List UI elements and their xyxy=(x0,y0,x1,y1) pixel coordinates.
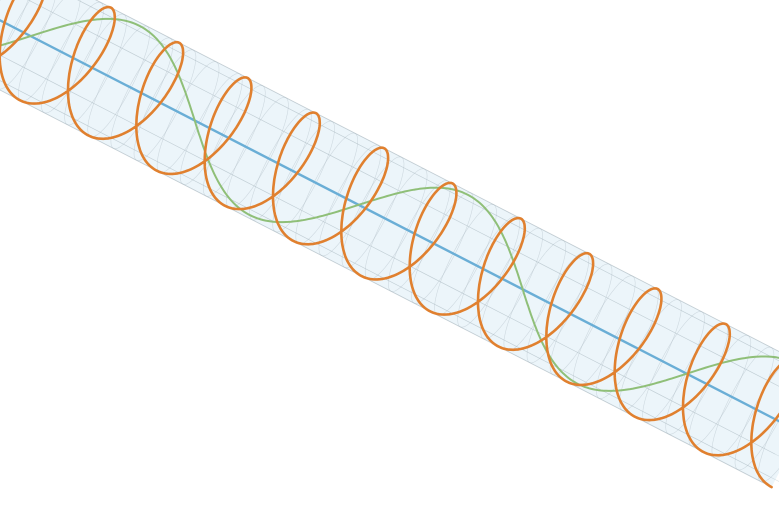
orange-helix-curve xyxy=(0,0,779,489)
grid-line xyxy=(77,0,779,362)
green-wave-curve xyxy=(0,17,779,392)
cylinder-axis xyxy=(0,18,779,423)
helix-path xyxy=(0,0,779,489)
grid-line xyxy=(0,54,776,455)
cylinder-edge xyxy=(95,0,779,352)
grid-line xyxy=(77,0,779,362)
wave-path xyxy=(0,17,779,392)
grid-ring xyxy=(734,368,779,471)
grid-ring xyxy=(18,0,81,102)
grid-line xyxy=(27,0,779,387)
grid-line xyxy=(0,80,770,477)
grid-line xyxy=(0,80,779,482)
grid-ring xyxy=(757,415,779,483)
grid-line xyxy=(27,0,779,387)
axis-line xyxy=(0,18,779,423)
cylinder-band xyxy=(0,0,779,488)
grid-line xyxy=(0,54,779,457)
cylinder-surface xyxy=(0,0,779,488)
